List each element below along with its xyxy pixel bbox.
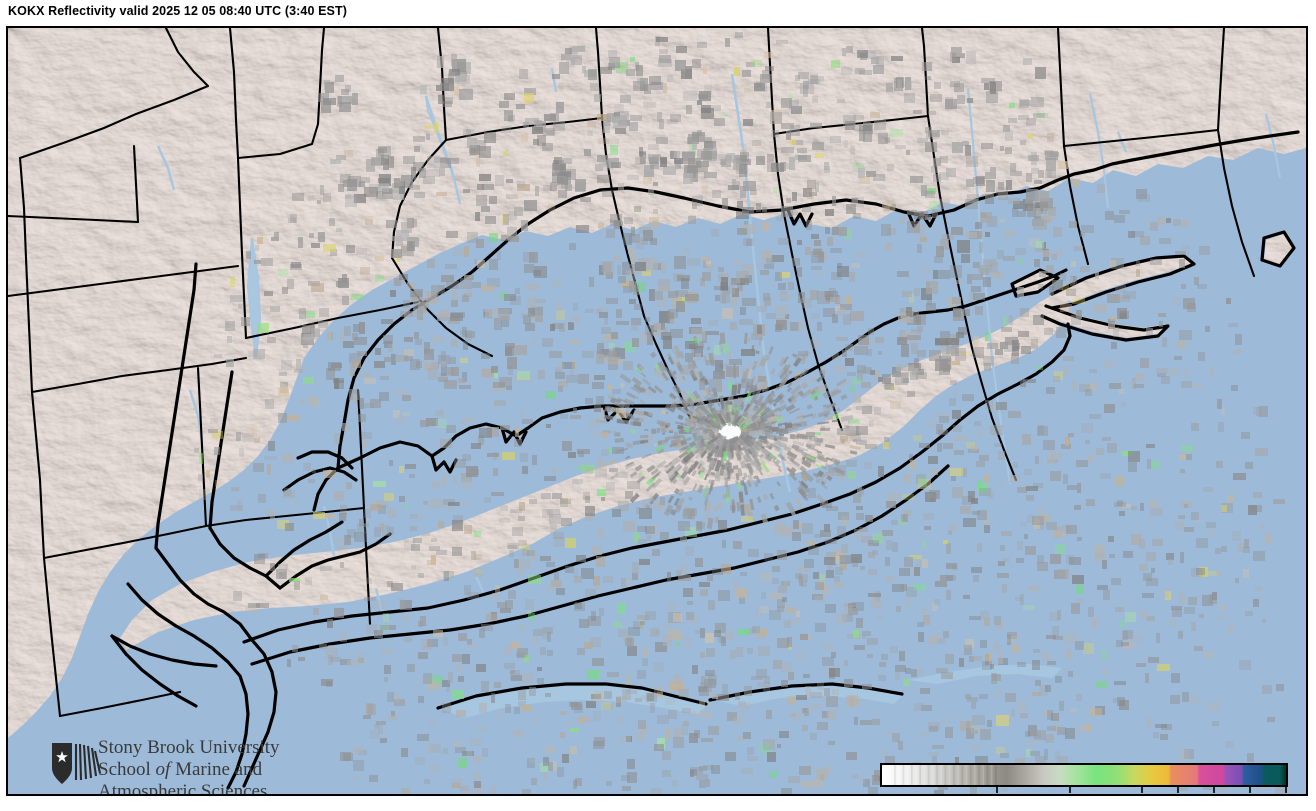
colorbar-tick-label: 60 [1205, 792, 1223, 794]
colorbar-tick-labels: 0 20 40 50 60 70 80 [880, 792, 1295, 794]
colorbar-tick [1176, 787, 1179, 793]
cone-of-silence [713, 418, 741, 446]
colorbar-tick-label: 80 [1277, 792, 1295, 794]
sbu-logo-line3: Atmospheric Sciences [98, 781, 268, 794]
colorbar[interactable]: 0 20 40 50 60 70 80 [880, 763, 1295, 794]
coastline [110, 130, 1300, 790]
colorbar-tick [996, 787, 999, 793]
sbu-logo-line2: School of Marine and [98, 759, 280, 781]
colorbar-tick [1068, 787, 1071, 793]
sbu-logo-line2-a: School [98, 759, 156, 780]
colorbar-gradient-box [880, 763, 1288, 787]
colorbar-tick [1285, 787, 1287, 793]
colorbar-tick-label: 0 [993, 792, 1002, 794]
shield-icon [52, 743, 102, 784]
mainland-landmass [8, 28, 1306, 738]
sbu-logo-line1: Stony Brook University [98, 737, 280, 758]
colorbar-tick-label: 50 [1169, 792, 1187, 794]
long-island-landmass [120, 294, 1070, 650]
basemap-svg [8, 28, 1306, 794]
colorbar-tick [1248, 787, 1251, 793]
colorbar-tick-label: 70 [1241, 792, 1259, 794]
sbu-logo: Stony Brook University School of Marine … [50, 737, 350, 794]
sbu-logo-line2-of: of [155, 759, 171, 780]
colorbar-ticks [880, 787, 1288, 793]
colorbar-tick-label: 20 [1061, 792, 1079, 794]
sbu-logo-text: Stony Brook University School of Marine … [98, 737, 280, 794]
map-frame[interactable]: Stony Brook University School of Marine … [6, 26, 1308, 796]
colorbar-tick-label: 40 [1133, 792, 1151, 794]
page-title: KOKX Reflectivity valid 2025 12 05 08:40… [8, 4, 347, 18]
map-canvas[interactable]: Stony Brook University School of Marine … [8, 28, 1306, 794]
colorbar-tick [1212, 787, 1215, 793]
colorbar-tick [1140, 787, 1143, 793]
coastal-bays [438, 664, 1062, 718]
colorbar-gradient [882, 765, 1286, 785]
sbu-logo-line2-c: Marine and [170, 759, 263, 780]
